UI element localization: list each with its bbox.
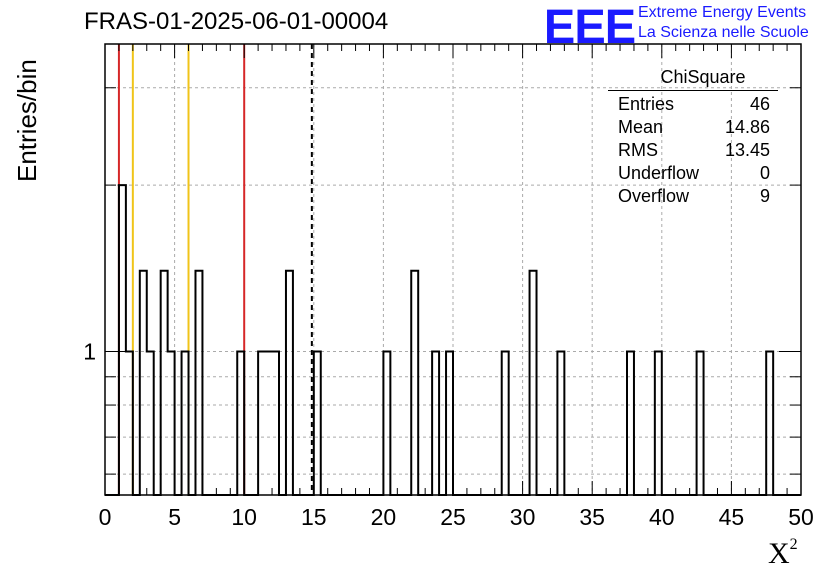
histogram-bar — [530, 271, 537, 495]
histogram-bar — [119, 185, 126, 495]
histogram-bar — [411, 271, 418, 495]
histogram-bar — [147, 351, 154, 495]
histogram-bar — [161, 271, 168, 495]
x-tick-label: 10 — [231, 504, 257, 530]
stats-row-rms: RMS 13.45 — [608, 139, 778, 162]
histogram-bar — [502, 351, 509, 495]
histogram-bar — [655, 351, 662, 495]
logo-line-2: La Scienza nelle Scuole — [638, 24, 809, 41]
stats-label: Underflow — [618, 163, 700, 183]
stats-row-underflow: Underflow 0 — [608, 162, 778, 185]
stats-value: 9 — [759, 186, 770, 206]
histogram-bar — [557, 351, 564, 495]
x-tick-label: 0 — [99, 504, 112, 530]
x-axis-label-base: X — [768, 537, 790, 570]
histogram-bar — [237, 351, 244, 495]
stats-value: 13.45 — [724, 140, 770, 160]
histogram-bar — [265, 351, 272, 495]
x-tick-label: 15 — [301, 504, 327, 530]
stats-title: ChiSquare — [608, 66, 778, 91]
eee-logo: EEE — [543, 1, 636, 54]
stats-row-entries: Entries 46 — [608, 93, 778, 116]
histogram-bar — [258, 351, 265, 495]
chart-title: FRAS-01-2025-06-01-00004 — [84, 8, 389, 35]
axes: 0 5 10 15 20 25 30 35 40 45 50 1 — [83, 43, 814, 530]
histogram-bar — [446, 351, 453, 495]
histogram-bar — [286, 271, 293, 495]
logo-line-1: Extreme Energy Events — [638, 4, 807, 21]
histogram-bar — [195, 271, 202, 495]
x-axis-label: X2 — [768, 536, 798, 571]
histogram-bar — [697, 351, 704, 495]
stats-box: ChiSquare Entries 46 Mean 14.86 RMS 13.45 U… — [608, 66, 778, 208]
x-tick-label: 50 — [788, 504, 814, 530]
x-tick-label: 45 — [719, 504, 745, 530]
x-tick-label: 30 — [510, 504, 536, 530]
histogram-bar — [766, 351, 773, 495]
stats-row-overflow: Overflow 9 — [608, 185, 778, 208]
x-tick-label: 40 — [649, 504, 675, 530]
stats-value: 0 — [759, 163, 770, 183]
x-tick-label: 20 — [371, 504, 397, 530]
histogram-bar — [314, 351, 321, 495]
histogram-bar — [383, 351, 390, 495]
y-axis-label: Entries/bin — [12, 59, 42, 182]
histogram-bar — [140, 271, 147, 495]
histogram-bar — [272, 351, 279, 495]
stats-row-mean: Mean 14.86 — [608, 116, 778, 139]
x-tick-label: 25 — [440, 504, 466, 530]
y-tick-label: 1 — [83, 338, 96, 364]
histogram-bar — [182, 351, 189, 495]
histogram-bar — [627, 351, 634, 495]
histogram-bar — [432, 351, 439, 495]
stats-label: Entries — [618, 94, 675, 114]
histogram-bar — [126, 351, 133, 495]
x-axis-label-sup: 2 — [789, 536, 798, 553]
histogram-bar — [168, 351, 175, 495]
stats-label: Mean — [618, 117, 664, 137]
x-tick-label: 35 — [579, 504, 605, 530]
stats-label: Overflow — [618, 186, 690, 206]
stats-value: 14.86 — [724, 117, 770, 137]
stats-value: 46 — [749, 94, 770, 114]
stats-label: RMS — [618, 140, 658, 160]
x-tick-label: 5 — [168, 504, 181, 530]
